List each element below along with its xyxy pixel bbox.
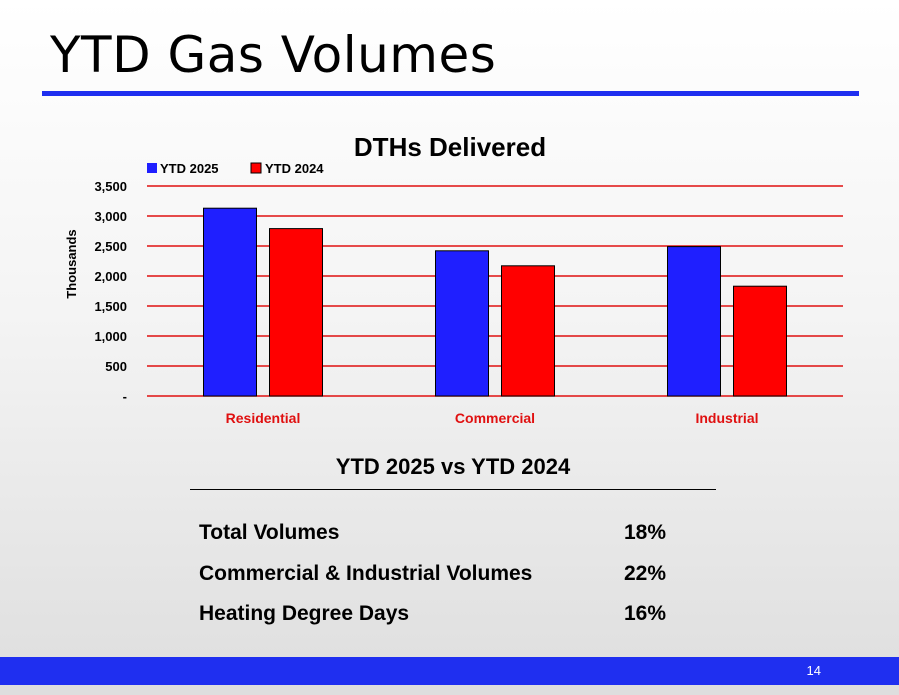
y-tick-label: 2,500 — [94, 239, 127, 254]
y-tick-label: 1,000 — [94, 329, 127, 344]
bar-industrial-ytd-2025 — [667, 246, 721, 397]
title-underline — [42, 91, 859, 96]
comparison-label: Heating Degree Days — [199, 602, 410, 625]
category-labels: Residential Commercial Industrial — [226, 410, 759, 426]
legend-swatch-ytd-2024 — [250, 162, 262, 174]
legend-swatch-ytd-2025 — [147, 163, 157, 173]
y-tick-label: 3,000 — [94, 209, 127, 224]
y-tick-label: 1,500 — [94, 299, 127, 314]
y-tick-label: - — [123, 389, 127, 404]
slide-title: YTD Gas Volumes — [50, 26, 497, 84]
comparison-divider — [190, 489, 716, 490]
category-label-commercial: Commercial — [455, 410, 535, 426]
comparison-value: 16% — [624, 602, 667, 625]
y-tick-label: 3,500 — [94, 179, 127, 194]
comparison-label: Commercial & Industrial Volumes — [199, 562, 533, 585]
legend-label-ytd-2025: YTD 2025 — [160, 161, 219, 176]
bar-commercial-ytd-2025 — [435, 250, 489, 397]
page-number: 14 — [806, 663, 821, 678]
bar-commercial-ytd-2024 — [501, 265, 555, 397]
chart-legend: YTD 2025 YTD 2024 — [147, 161, 324, 176]
bar-residential-ytd-2024 — [269, 228, 323, 397]
gridlines — [147, 185, 843, 397]
legend-label-ytd-2024: YTD 2024 — [265, 161, 324, 176]
y-axis-label: Thousands — [64, 229, 79, 298]
comparison-row-ci-volumes: Commercial & Industrial Volumes 22% — [199, 562, 679, 590]
bar-industrial-ytd-2024 — [733, 285, 787, 397]
comparison-label: Total Volumes — [199, 521, 340, 544]
comparison-value: 18% — [624, 521, 667, 544]
comparison-value: 22% — [624, 562, 667, 585]
chart-title: DTHs Delivered — [354, 132, 546, 162]
category-label-residential: Residential — [226, 410, 301, 426]
y-tick-label: 2,000 — [94, 269, 127, 284]
bars — [203, 207, 787, 397]
comparison-title: YTD 2025 vs YTD 2024 — [335, 454, 571, 479]
y-tick-labels: - 500 1,000 1,500 2,000 2,500 3,000 3,500 — [94, 179, 127, 404]
y-tick-label: 500 — [105, 359, 127, 374]
footer-bar: 14 — [0, 657, 899, 685]
bar-chart: DTHs Delivered YTD 2025 YTD 2024 Thousan… — [64, 132, 843, 426]
comparison-row-heating-degree-days: Heating Degree Days 16% — [199, 602, 679, 630]
comparison-row-total-volumes: Total Volumes 18% — [199, 521, 679, 549]
bar-residential-ytd-2025 — [203, 207, 257, 397]
category-label-industrial: Industrial — [695, 410, 758, 426]
